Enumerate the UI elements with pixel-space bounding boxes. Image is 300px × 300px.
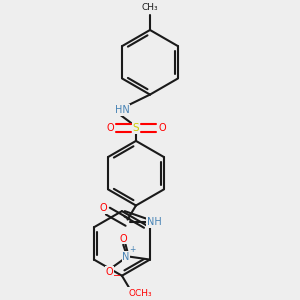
Text: −: − <box>113 272 121 281</box>
Text: CH₃: CH₃ <box>142 3 158 12</box>
Text: O: O <box>100 203 107 213</box>
Text: O: O <box>106 123 114 133</box>
Text: HN: HN <box>115 105 129 115</box>
Text: O: O <box>105 267 113 277</box>
Text: +: + <box>129 245 135 254</box>
Text: O: O <box>119 233 127 244</box>
Text: S: S <box>133 123 139 133</box>
Text: NH: NH <box>147 218 162 227</box>
Text: O: O <box>158 123 166 133</box>
Text: N: N <box>122 252 130 262</box>
Text: OCH₃: OCH₃ <box>128 290 152 298</box>
